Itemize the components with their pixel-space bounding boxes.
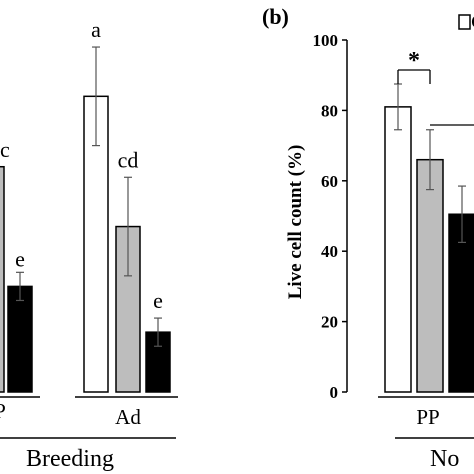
panel-b-label: (b) — [262, 4, 289, 29]
legend-swatch-white — [458, 14, 471, 30]
bar-p-partial — [0, 165, 5, 393]
group-label-pp: PP — [416, 405, 439, 429]
bar-pp-1 — [416, 158, 444, 393]
letter-label: a — [91, 17, 101, 42]
bar-pp-0 — [384, 106, 412, 393]
y-tick-label: 20 — [321, 313, 338, 332]
y-tick-label: 80 — [321, 101, 338, 120]
y-tick-label: 0 — [330, 383, 339, 402]
group-label-breeding: Breeding — [26, 446, 114, 472]
group-label-ad: Ad — [115, 405, 141, 429]
y-tick-label: 100 — [313, 31, 339, 50]
panel-b: (b) C Live cell count (%) 0 20 40 60 80 100 * P… — [262, 4, 474, 472]
y-axis-label: Live cell count (%) — [285, 145, 306, 300]
group-label-no: No — [430, 446, 459, 472]
letter-label: e — [153, 288, 163, 313]
letter-label: e — [15, 246, 25, 271]
significance-marker: * — [408, 48, 420, 74]
letter-label: cd — [118, 147, 139, 172]
bar-p-black — [7, 285, 33, 393]
group-label-p: P — [0, 399, 6, 423]
letter-label: c — [0, 137, 10, 162]
legend-partial-text: C — [471, 12, 474, 33]
y-tick-label: 60 — [321, 172, 338, 191]
y-tick-label: 40 — [321, 242, 338, 261]
